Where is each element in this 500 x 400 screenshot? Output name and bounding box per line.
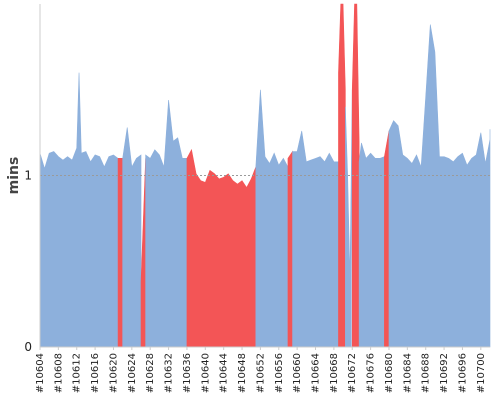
x-tick-label: #10624 [127, 353, 138, 393]
failed-build-area [287, 150, 293, 348]
x-tick-label: #10612 [72, 353, 83, 393]
x-tick-label: #10696 [457, 353, 468, 393]
x-tick-label: #10700 [476, 353, 487, 393]
x-tick-label: #10688 [421, 353, 432, 393]
failed-build-area [140, 158, 146, 348]
y-axis-title: mins [6, 157, 22, 195]
x-tick-label: #10616 [90, 353, 101, 393]
build-duration-area [358, 142, 385, 348]
build-duration-area [122, 127, 142, 348]
x-tick-label: #10628 [145, 353, 156, 393]
failed-build-area [384, 130, 390, 348]
build-duration-area [292, 130, 339, 348]
x-tick-label: #10660 [292, 353, 303, 393]
x-tick-label: #10684 [402, 353, 413, 393]
build-duration-area [345, 89, 353, 348]
x-tick-label: #10656 [274, 353, 285, 393]
x-tick-label: #10676 [366, 353, 377, 393]
y-tick-label: 0 [24, 340, 32, 354]
x-tick-label: #10668 [329, 353, 340, 393]
x-tick-label: #10680 [384, 353, 395, 393]
x-tick-label: #10640 [200, 353, 211, 393]
build-duration-area [145, 100, 188, 348]
build-duration-area [388, 24, 491, 348]
failed-build-area [117, 158, 123, 348]
x-tick-label: #10608 [53, 353, 64, 393]
x-tick-label: #10644 [219, 353, 230, 393]
x-tick-label: #10620 [108, 353, 119, 393]
x-tick-label: #10664 [311, 353, 322, 393]
build-duration-area [39, 72, 119, 348]
x-tick-label: #10648 [237, 353, 248, 393]
x-tick-label: #10652 [255, 353, 266, 393]
x-tick-label: #10672 [347, 353, 358, 393]
axes-layer [39, 4, 490, 350]
x-tick-label: #10692 [439, 353, 450, 393]
build-duration-area [255, 89, 289, 348]
y-tick-label: 1 [24, 169, 32, 183]
failed-build-area [186, 148, 257, 348]
x-tick-label: #10636 [182, 353, 193, 393]
x-tick-label: #10632 [164, 353, 175, 393]
x-tick-label: #10604 [35, 353, 46, 393]
